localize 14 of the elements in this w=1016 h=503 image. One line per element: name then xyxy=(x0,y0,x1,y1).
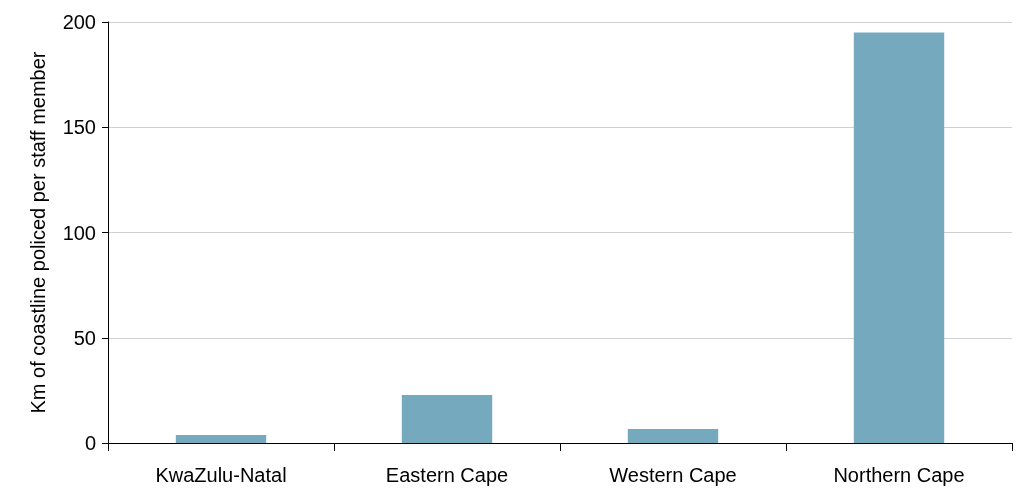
bar xyxy=(627,428,719,443)
y-axis-title: Km of coastline policed per staff member xyxy=(27,51,49,414)
bar xyxy=(853,32,945,443)
x-tick-label: Northern Cape xyxy=(833,464,965,486)
x-tick-label: Western Cape xyxy=(609,464,737,486)
bar xyxy=(401,395,493,443)
y-tick-label: 150 xyxy=(62,116,96,139)
y-tick-label: 0 xyxy=(84,432,96,454)
bar xyxy=(175,435,267,443)
y-tick-label: 100 xyxy=(62,221,96,244)
y-tick-label: 50 xyxy=(73,326,96,349)
x-tick-label: Eastern Cape xyxy=(385,464,509,486)
x-tick-label: KwaZulu-Natal xyxy=(155,464,287,486)
y-tick-label: 200 xyxy=(62,11,96,33)
